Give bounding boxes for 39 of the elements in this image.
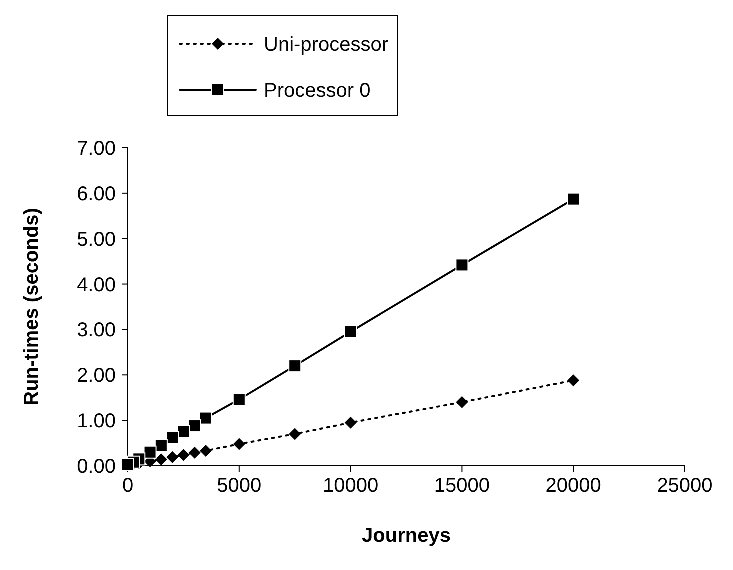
point xyxy=(155,454,168,466)
x-tick-label: 10000 xyxy=(322,475,379,497)
y-tick-label: 3.00 xyxy=(77,320,116,342)
point xyxy=(178,449,190,462)
point xyxy=(177,425,190,438)
x-axis-title: Journeys xyxy=(362,525,451,547)
legend-label: Processor 0 xyxy=(264,80,371,102)
point xyxy=(154,439,168,452)
point xyxy=(344,416,357,429)
y-axis-title: Run-times (seconds) xyxy=(21,208,43,406)
point xyxy=(456,396,468,408)
point xyxy=(232,393,246,406)
point xyxy=(200,445,212,458)
y-tick-label: 6.00 xyxy=(77,183,116,206)
x-tick-label: 20000 xyxy=(546,475,602,497)
point xyxy=(166,451,179,464)
y-tick-label: 5.00 xyxy=(77,228,116,251)
x-tick-label: 5000 xyxy=(217,475,262,497)
point xyxy=(568,374,580,387)
point xyxy=(199,412,212,425)
point xyxy=(288,360,302,373)
y-tick-label: 1.00 xyxy=(77,410,116,433)
point xyxy=(456,258,469,272)
point xyxy=(233,438,246,450)
legend-label: Uni-processor xyxy=(264,34,389,56)
y-tick-label: 2.00 xyxy=(77,365,116,388)
x-tick-label: 25000 xyxy=(657,475,713,497)
x-tick-label: 0 xyxy=(122,475,134,497)
y-tick-label: 4.00 xyxy=(77,274,116,296)
y-tick-label: 0.00 xyxy=(77,456,116,478)
y-tick-label: 7.00 xyxy=(77,138,116,160)
point xyxy=(344,325,358,338)
point xyxy=(144,446,157,459)
point xyxy=(567,192,580,206)
point xyxy=(166,431,180,444)
x-tick-label: 15000 xyxy=(434,475,490,497)
point xyxy=(188,446,201,459)
point xyxy=(289,428,302,440)
point xyxy=(188,420,202,433)
